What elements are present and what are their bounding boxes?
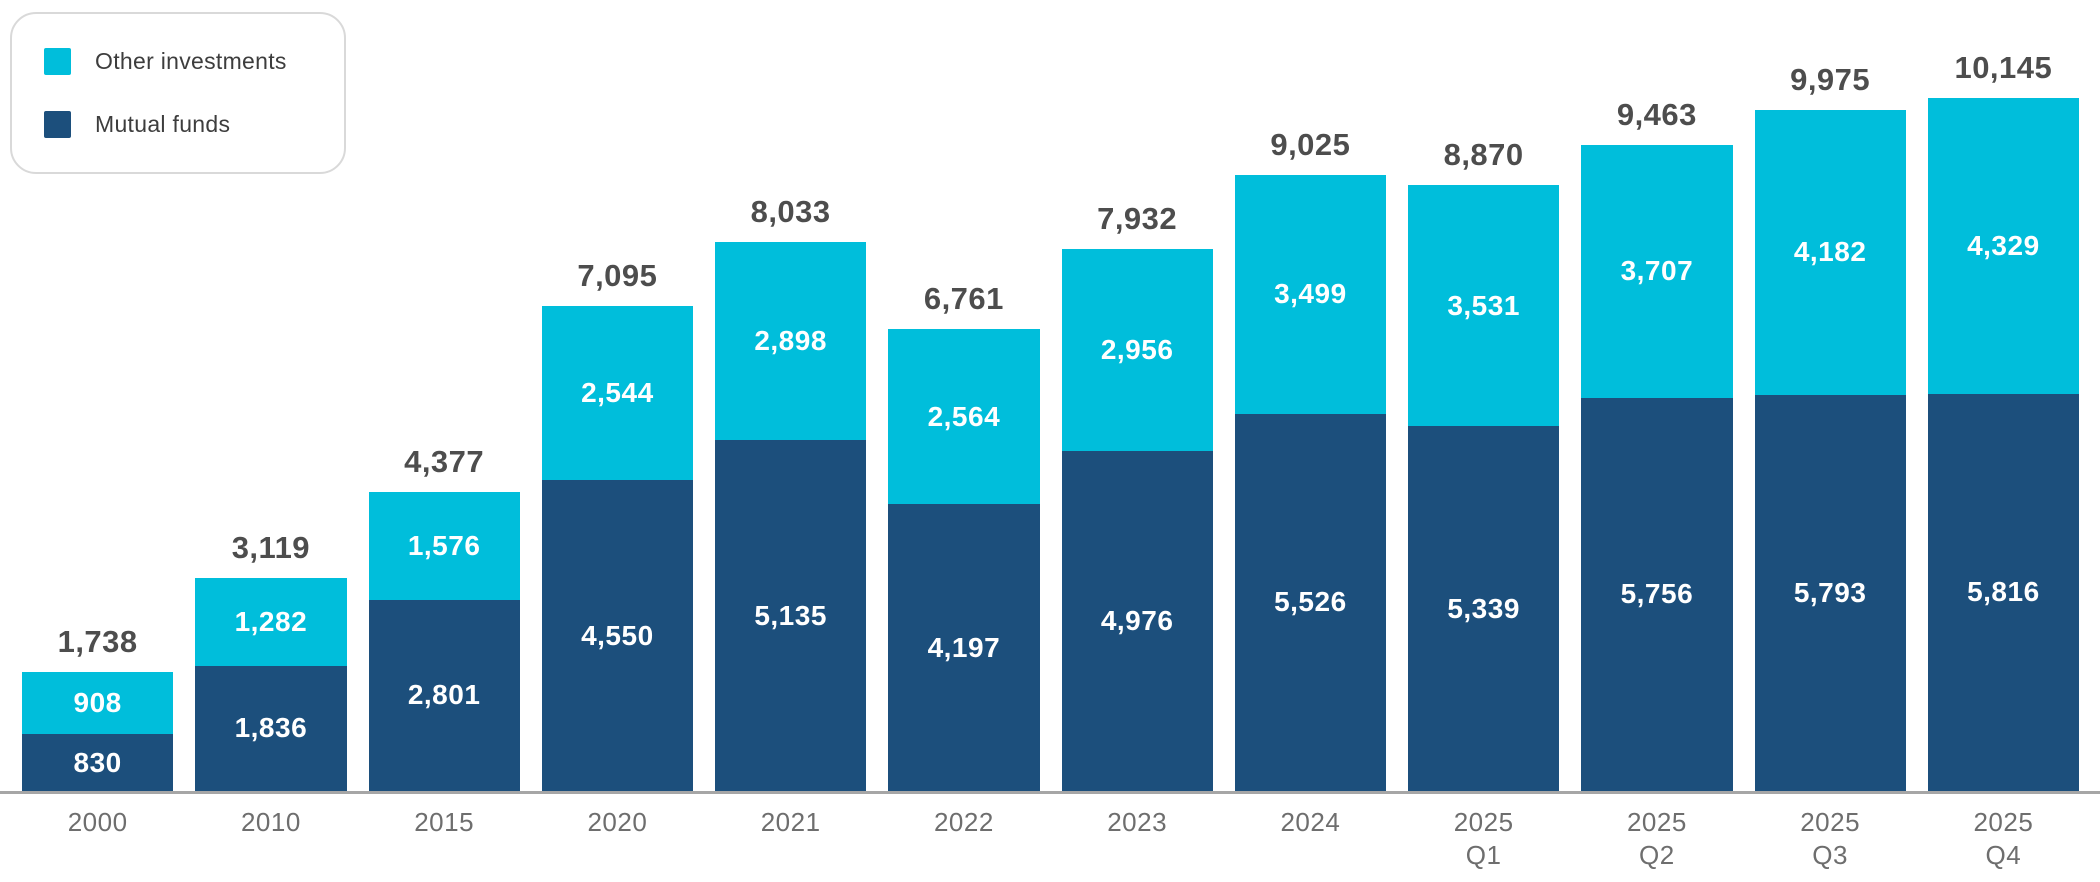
segment-value-label: 3,499 (1274, 278, 1347, 309)
x-axis-label-2020: 2020 (587, 807, 648, 837)
segment-value-label: 5,339 (1447, 592, 1520, 624)
x-axis-labels: 2000 2010 2015 2020 2021 2022 2023 2024 2025 Q1 20… (22, 806, 2079, 872)
segment-value-label: 4,976 (1100, 605, 1174, 637)
segment-value-label: 4,329 (1967, 229, 2040, 261)
x-axis-label-2025-q1: 2025 Q1 (1453, 807, 1514, 870)
segment-other-investments[interactable]: 4,329 (1927, 98, 2079, 394)
x-axis-label-2025-q4: 2025 Q4 (1973, 807, 2034, 870)
segment-value-label: 4,182 (1793, 236, 1867, 268)
total-label: 9,025 (1270, 126, 1351, 162)
segment-mutual-funds[interactable]: 5,793 (1754, 395, 1906, 791)
segment-mutual-funds[interactable]: 4,197 (888, 504, 1040, 791)
segment-mutual-funds[interactable]: 5,135 (715, 440, 867, 791)
bar-2015[interactable]: 4,377 1,576 2,801 (368, 444, 520, 791)
segment-value-label: 4,197 (927, 631, 1001, 663)
x-axis-line (0, 791, 2100, 794)
total-label: 8,870 (1443, 137, 1524, 173)
bar-2023[interactable]: 7,932 2,956 4,976 (1061, 201, 1213, 791)
bar-2021[interactable]: 8,033 2,898 5,135 (715, 194, 867, 791)
legend-item-label: Other investments (95, 48, 287, 74)
segment-value-label: 5,756 (1620, 578, 1694, 610)
total-label: 7,932 (1097, 201, 1178, 237)
x-axis-label-2023: 2023 (1107, 807, 1168, 837)
segment-value-label: 1,836 (234, 712, 308, 744)
segment-value-label: 5,816 (1967, 576, 2040, 608)
total-label: 9,975 (1790, 61, 1871, 97)
x-axis-label-2025-q3: 2025 Q3 (1800, 807, 1861, 870)
legend-swatch (44, 111, 71, 138)
segment-other-investments[interactable]: 908 (22, 672, 174, 735)
bar-2024[interactable]: 9,025 3,499 5,526 (1234, 127, 1386, 791)
x-axis-label-2010: 2010 (240, 807, 301, 837)
legend-swatch (44, 48, 71, 75)
bar-2010[interactable]: 3,119 1,282 1,836 (195, 530, 347, 791)
bars: 1,738 908 830 3,119 1,282 1,836 4,377 1,576 2,80… (22, 50, 2079, 791)
bar-2025-q4[interactable]: 10,145 4,329 5,816 (1927, 50, 2079, 791)
segment-value-label: 5,526 (1274, 586, 1347, 618)
segment-value-label: 830 (73, 746, 122, 778)
total-label: 8,033 (750, 194, 831, 230)
segment-mutual-funds[interactable]: 5,756 (1581, 397, 1733, 791)
bar-2022[interactable]: 6,761 2,564 4,197 (888, 281, 1040, 791)
x-axis-label-2000: 2000 (67, 807, 128, 837)
segment-other-investments[interactable]: 2,898 (715, 242, 867, 441)
segment-other-investments[interactable]: 4,182 (1754, 109, 1906, 396)
segment-value-label: 2,544 (581, 377, 654, 409)
legend-item-other-investments[interactable]: Other investments (44, 48, 344, 75)
segment-other-investments[interactable]: 2,956 (1061, 249, 1213, 452)
total-label: 9,463 (1616, 96, 1697, 132)
segment-value-label: 908 (73, 687, 122, 719)
segment-value-label: 2,898 (754, 325, 827, 357)
bar-2025-q2[interactable]: 9,463 3,707 5,756 (1581, 97, 1733, 791)
x-axis-label-2015: 2015 (414, 807, 475, 837)
segment-value-label: 2,564 (927, 400, 1001, 432)
segment-mutual-funds[interactable]: 4,976 (1061, 451, 1213, 791)
segment-other-investments[interactable]: 2,564 (888, 329, 1040, 505)
segment-mutual-funds[interactable]: 1,836 (195, 665, 347, 791)
total-label: 3,119 (231, 530, 311, 565)
segment-value-label: 2,956 (1100, 334, 1174, 366)
x-axis-label-2022: 2022 (933, 807, 994, 837)
segment-other-investments[interactable]: 3,531 (1408, 185, 1560, 427)
segment-value-label: 1,576 (407, 529, 481, 561)
segment-value-label: 3,707 (1620, 255, 1694, 287)
total-label: 10,145 (1954, 50, 2053, 85)
segment-value-label: 2,801 (407, 679, 481, 711)
segment-value-label: 1,282 (234, 605, 308, 637)
segment-value-label: 5,793 (1793, 577, 1867, 609)
total-label: 1,738 (57, 624, 138, 660)
legend-item-mutual-funds[interactable]: Mutual funds (44, 111, 344, 138)
bar-2000[interactable]: 1,738 908 830 (22, 624, 174, 791)
legend-item-label: Mutual funds (95, 111, 231, 137)
total-label: 4,377 (404, 444, 485, 479)
segment-mutual-funds[interactable]: 830 (22, 734, 174, 791)
x-axis-label-2021: 2021 (760, 807, 821, 837)
segment-value-label: 5,135 (754, 599, 827, 631)
bar-2020[interactable]: 7,095 2,544 4,550 (541, 258, 693, 791)
total-label: 6,761 (923, 281, 1004, 317)
segment-mutual-funds[interactable]: 5,816 (1927, 393, 2079, 791)
x-axis-label-2025-q2: 2025 Q2 (1626, 807, 1687, 870)
legend: Other investments Mutual funds (10, 12, 346, 174)
segment-mutual-funds[interactable]: 4,550 (541, 480, 693, 791)
segment-value-label: 4,550 (581, 619, 654, 651)
segment-other-investments[interactable]: 1,282 (195, 578, 347, 666)
segment-other-investments[interactable]: 2,544 (541, 306, 693, 481)
segment-other-investments[interactable]: 3,707 (1581, 144, 1733, 398)
segment-mutual-funds[interactable]: 5,526 (1234, 413, 1386, 791)
bar-2025-q1[interactable]: 8,870 3,531 5,339 (1408, 137, 1560, 791)
segment-mutual-funds[interactable]: 5,339 (1408, 426, 1560, 791)
x-axis-label-2024: 2024 (1280, 807, 1341, 837)
bar-2025-q3[interactable]: 9,975 4,182 5,793 (1754, 62, 1906, 791)
segment-other-investments[interactable]: 3,499 (1234, 174, 1386, 414)
segment-value-label: 3,531 (1447, 289, 1520, 321)
segment-mutual-funds[interactable]: 2,801 (368, 599, 520, 791)
segment-other-investments[interactable]: 1,576 (368, 492, 520, 600)
total-label: 7,095 (577, 258, 658, 294)
